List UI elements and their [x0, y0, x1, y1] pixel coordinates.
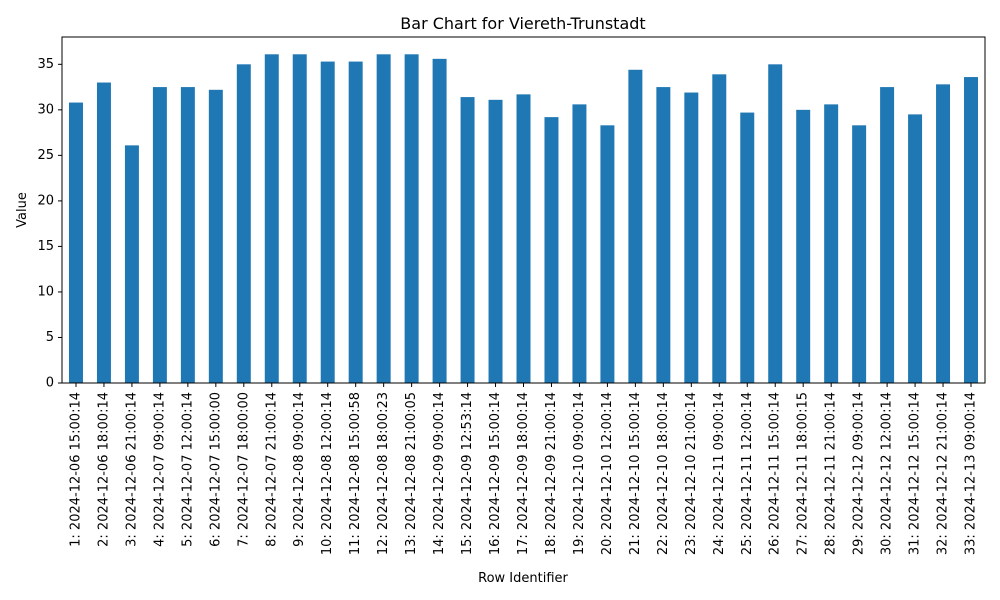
chart-title: Bar Chart for Viereth-Trunstadt [400, 14, 645, 33]
x-tick-label: 16: 2024-12-09 15:00:14 [488, 392, 503, 555]
y-tick-label: 15 [37, 239, 54, 254]
bar-5 [180, 87, 195, 383]
bar-25 [740, 112, 755, 383]
bar-17 [516, 94, 531, 384]
x-axis: 1: 2024-12-06 15:00:14 2: 2024-12-06 18:0… [68, 383, 979, 555]
x-tick-label: 25: 2024-12-11 12:00:14 [740, 392, 755, 555]
bar-15 [460, 97, 475, 383]
bar-30 [880, 87, 895, 383]
bar-13 [404, 54, 419, 384]
x-tick-label: 14: 2024-12-09 09:00:14 [432, 392, 447, 555]
x-tick-label: 20: 2024-12-10 12:00:14 [600, 392, 615, 555]
y-tick-label: 30 [37, 102, 54, 117]
bar-16 [488, 99, 503, 383]
x-tick-label: 19: 2024-12-10 09:00:14 [572, 392, 587, 555]
x-tick-label: 3: 2024-12-06 21:00:14 [124, 392, 139, 547]
y-tick-label: 35 [37, 57, 54, 72]
plot-frame [61, 36, 986, 384]
x-tick-label: 7: 2024-12-07 18:00:00 [236, 392, 251, 547]
x-tick-label: 22: 2024-12-10 18:00:14 [656, 392, 671, 555]
x-tick-label: 17: 2024-12-09 18:00:14 [516, 392, 531, 555]
x-tick-label: 15: 2024-12-09 12:53:14 [460, 392, 475, 555]
x-tick-label: 2: 2024-12-06 18:00:14 [96, 392, 111, 547]
x-tick-label: 9: 2024-12-08 09:00:14 [292, 392, 307, 547]
y-axis-title: Value [15, 192, 30, 228]
bar-3 [124, 145, 139, 383]
bar-12 [376, 54, 391, 384]
y-tick-label: 0 [46, 376, 54, 391]
x-tick-label: 13: 2024-12-08 21:00:05 [404, 392, 419, 555]
bar-31 [908, 114, 923, 383]
bar-28 [824, 104, 839, 383]
bar-29 [852, 125, 867, 383]
x-tick-label: 6: 2024-12-07 15:00:00 [208, 392, 223, 547]
x-tick-label: 21: 2024-12-10 15:00:14 [628, 392, 643, 555]
bar-26 [768, 64, 783, 383]
x-tick-label: 26: 2024-12-11 15:00:14 [768, 392, 783, 555]
x-tick-label: 28: 2024-12-11 21:00:14 [824, 392, 839, 555]
x-tick-label: 8: 2024-12-07 21:00:14 [264, 392, 279, 547]
x-tick-label: 11: 2024-12-08 15:00:58 [348, 392, 363, 555]
bar-14 [432, 58, 447, 383]
x-tick-label: 33: 2024-12-13 09:00:14 [964, 392, 979, 555]
y-axis: 0 5 10 15 20 25 30 35 [37, 57, 62, 391]
x-tick-label: 31: 2024-12-12 15:00:14 [908, 392, 923, 555]
x-tick-label: 10: 2024-12-08 12:00:14 [320, 392, 335, 555]
bar-33 [964, 77, 978, 383]
bar-20 [600, 125, 615, 383]
x-tick-label: 23: 2024-12-10 21:00:14 [684, 392, 699, 555]
bar-10 [320, 61, 335, 383]
bar-4 [152, 87, 167, 383]
bar-23 [684, 92, 699, 383]
bar-22 [656, 87, 671, 383]
x-tick-label: 30: 2024-12-12 12:00:14 [880, 392, 895, 555]
y-tick-label: 5 [46, 330, 54, 345]
bar-21 [628, 69, 643, 383]
bar-24 [712, 74, 727, 383]
x-tick-label: 27: 2024-12-11 18:00:15 [796, 392, 811, 555]
y-tick-label: 20 [37, 193, 54, 208]
x-tick-label: 4: 2024-12-07 09:00:14 [152, 392, 167, 547]
bar-2 [96, 82, 111, 383]
bar-8 [264, 54, 279, 384]
x-tick-label: 18: 2024-12-09 21:00:14 [544, 392, 559, 555]
bar-9 [292, 54, 307, 384]
bar-11 [348, 61, 363, 383]
bar-1 [68, 102, 83, 383]
y-tick-label: 25 [37, 148, 54, 163]
x-tick-label: 29: 2024-12-12 09:00:14 [852, 392, 867, 555]
bar-6 [208, 89, 223, 383]
x-tick-label: 24: 2024-12-11 09:00:14 [712, 392, 727, 555]
bar-18 [544, 117, 559, 383]
bar-19 [572, 104, 587, 383]
bars-layer [68, 54, 978, 384]
x-tick-label: 1: 2024-12-06 15:00:14 [68, 392, 83, 547]
x-axis-title: Row Identifier [478, 571, 568, 586]
bar-27 [796, 109, 811, 383]
x-tick-label: 32: 2024-12-12 21:00:14 [936, 392, 951, 555]
bar-32 [936, 84, 951, 383]
x-tick-label: 5: 2024-12-07 12:00:14 [180, 392, 195, 547]
bar-7 [236, 64, 251, 383]
y-tick-label: 10 [37, 284, 54, 299]
x-tick-label: 12: 2024-12-08 18:00:23 [376, 392, 391, 555]
